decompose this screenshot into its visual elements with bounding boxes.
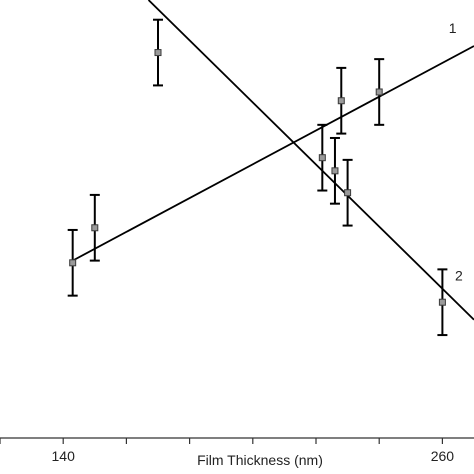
data-point [437, 268, 448, 337]
data-points [67, 18, 448, 337]
x-tick-label: 140 [52, 448, 76, 464]
data-point [67, 228, 78, 297]
fit-line-series-2 [147, 0, 474, 321]
point-marker [154, 49, 162, 57]
data-point [329, 136, 340, 205]
series-label-1: 1 [449, 20, 457, 36]
fit-line-series-1 [72, 45, 474, 262]
x-axis-title: Film Thickness (nm) [197, 452, 323, 468]
point-marker [318, 154, 326, 162]
point-marker [375, 88, 383, 96]
fit-lines [72, 0, 474, 321]
data-point [317, 123, 328, 192]
point-marker [91, 224, 99, 232]
labels-layer: 140 260 1 2 [52, 20, 464, 464]
point-marker [331, 167, 339, 175]
point-marker [344, 189, 352, 197]
data-point [153, 18, 163, 87]
data-point [336, 66, 347, 135]
point-marker [69, 259, 77, 267]
data-point [89, 193, 100, 262]
data-point [342, 158, 353, 227]
data-point [374, 58, 385, 126]
point-marker [438, 298, 446, 306]
series-label-2: 2 [455, 267, 463, 283]
x-tick-label: 260 [431, 448, 455, 464]
axes-layer [0, 437, 474, 444]
point-marker [337, 97, 345, 105]
